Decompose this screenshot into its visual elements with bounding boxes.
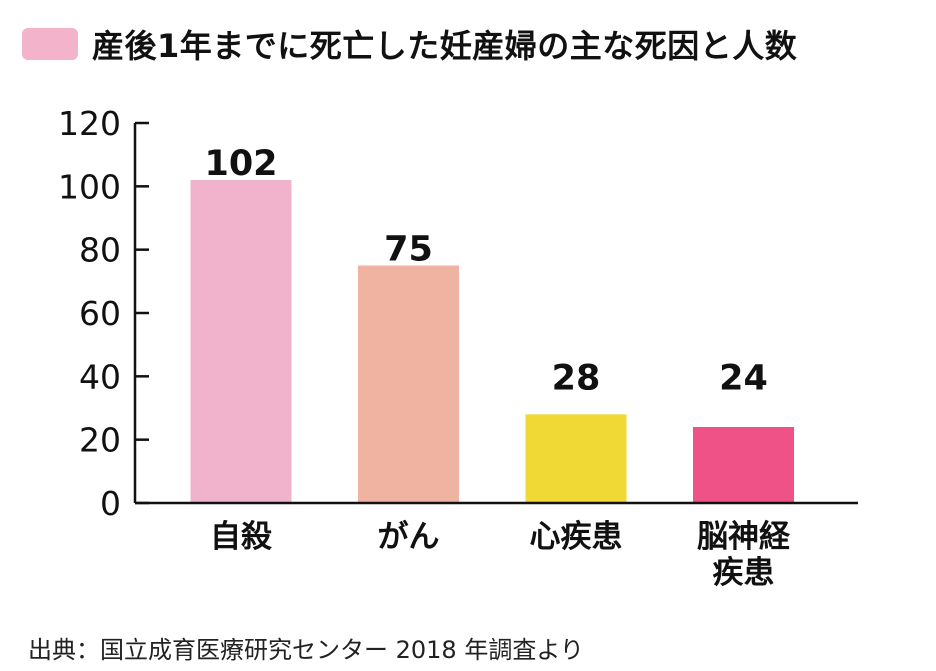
- y-tick-label: 0: [100, 484, 121, 523]
- source-note: 出典：国立成育医療研究センター 2018 年調査より: [28, 636, 584, 664]
- legend-label: 産後1年までに死亡した妊産婦の主な死因と人数: [92, 27, 798, 65]
- y-tick-label: 40: [79, 357, 121, 396]
- bar-value-label: 75: [384, 230, 433, 270]
- y-tick-label: 100: [58, 167, 121, 206]
- x-category-label: 心疾患: [530, 519, 623, 555]
- y-tick-label: 80: [79, 231, 121, 270]
- bar-value-label: 102: [204, 144, 277, 184]
- bars: 102 75 28 24: [190, 144, 794, 503]
- y-tick-label: 60: [79, 294, 121, 333]
- bar: [358, 265, 459, 503]
- y-tick-label: 120: [58, 104, 121, 143]
- y-axis: 0 20 40 60 80 100 120: [58, 104, 149, 523]
- bar: [693, 427, 794, 503]
- x-category-label: 自殺: [210, 519, 273, 555]
- x-category-label: がん: [378, 519, 440, 555]
- bar: [525, 414, 627, 503]
- legend: 産後1年までに死亡した妊産婦の主な死因と人数: [22, 22, 797, 66]
- bar: [190, 180, 292, 503]
- bar-value-label: 28: [552, 358, 601, 398]
- legend-swatch: [22, 28, 78, 60]
- x-category-label: 疾患: [713, 555, 775, 591]
- x-category-label: 脳神経: [697, 519, 791, 555]
- bar-value-label: 24: [719, 358, 768, 398]
- y-tick-label: 20: [79, 421, 121, 460]
